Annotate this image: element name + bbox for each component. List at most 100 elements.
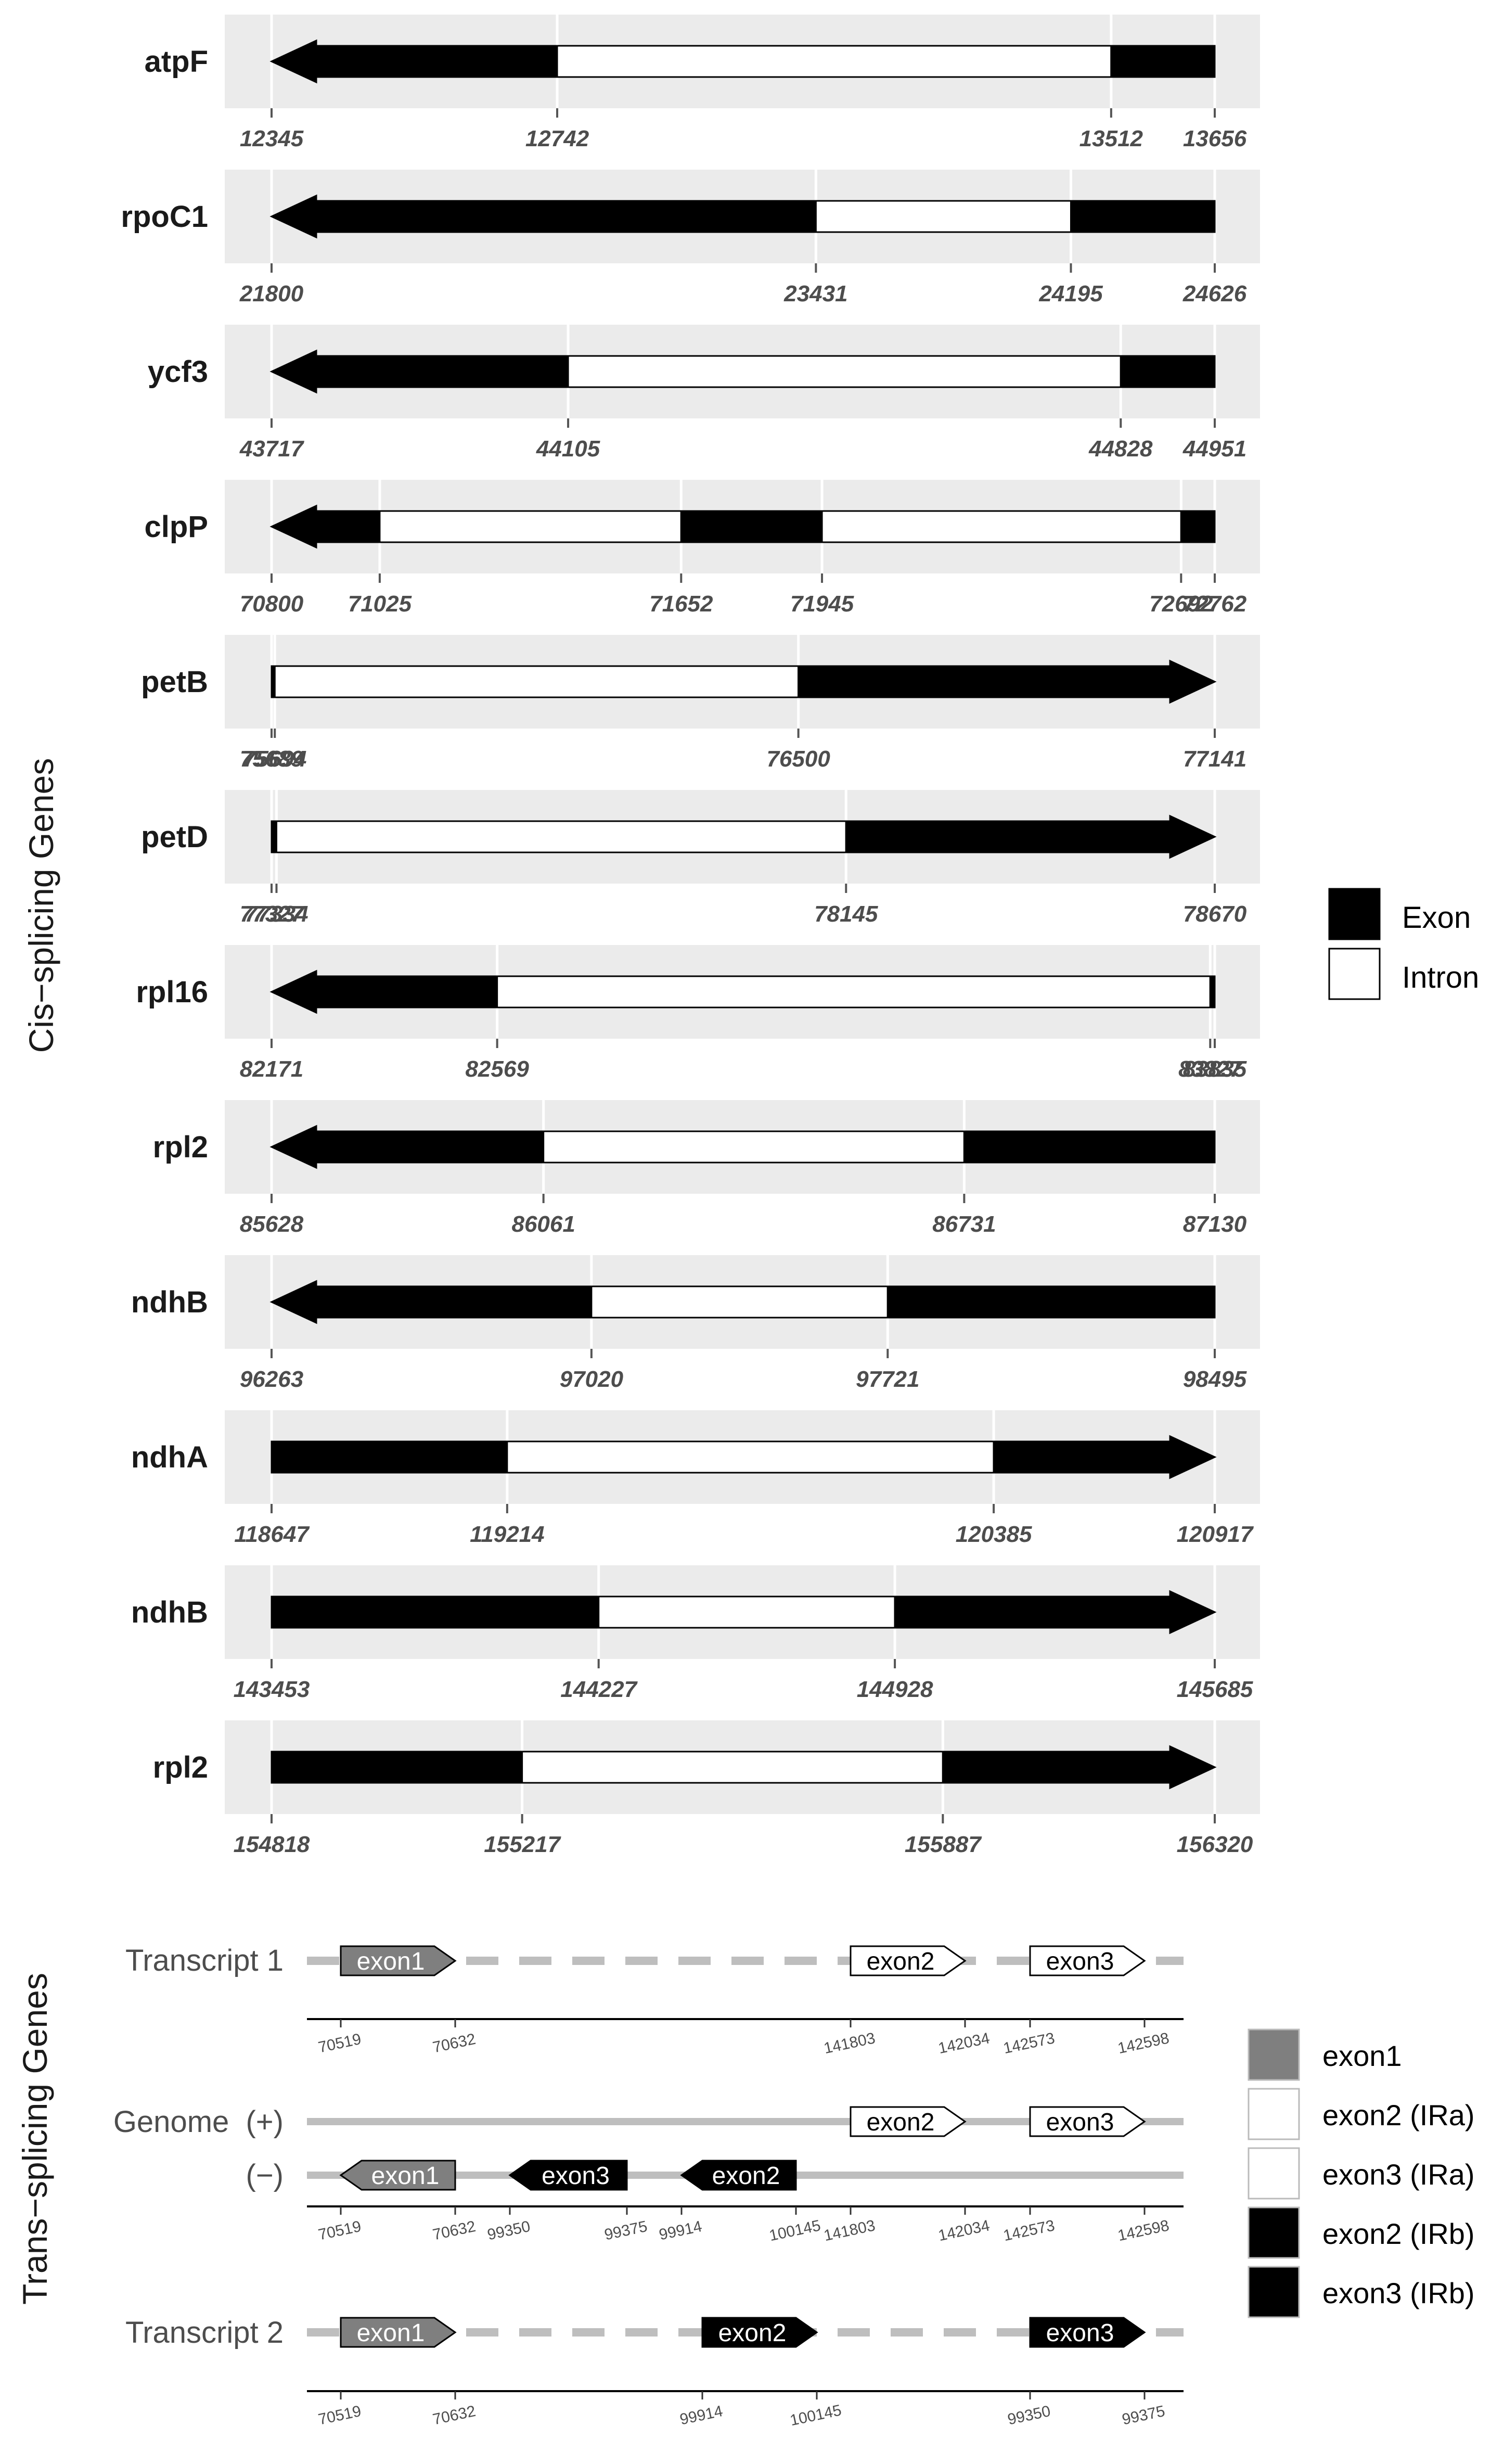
exon-segment xyxy=(315,200,817,233)
tick-label: 70800 xyxy=(240,591,304,617)
tick-label: 120385 xyxy=(956,1522,1032,1547)
tick-label: 87130 xyxy=(1183,1211,1247,1237)
exon-arrow xyxy=(850,1945,967,1976)
legend-exon-label: Exon xyxy=(1402,901,1471,935)
exon-label: exon3 xyxy=(1046,2109,1114,2136)
exon-arrow xyxy=(701,2317,818,2348)
tick-label: 24626 xyxy=(1182,281,1247,307)
cis-section-title: Cis−splicing Genes xyxy=(22,758,60,1053)
exon-segment xyxy=(942,1751,1172,1784)
exon-arrow xyxy=(340,2317,457,2348)
legend-label: exon3 (IRa) xyxy=(1322,2158,1475,2191)
intron-segment xyxy=(821,510,1182,543)
tick-label: 71025 xyxy=(348,591,412,617)
genome-plus-label: Genome (+) xyxy=(113,2105,284,2139)
tick-label: 97721 xyxy=(856,1367,919,1392)
tick-label: 143453 xyxy=(234,1677,310,1702)
exon-segment xyxy=(315,1285,593,1319)
transcript1-label: Transcript 1 xyxy=(125,1944,284,1977)
tick-label: 75689 xyxy=(240,746,304,772)
tick-label: 142034 xyxy=(937,2029,992,2057)
legend-swatch xyxy=(1248,2088,1300,2140)
tick-label: 76500 xyxy=(766,746,830,772)
tick-label: 142573 xyxy=(1002,2217,1057,2244)
tick-label: 144928 xyxy=(857,1677,933,1702)
tick-label: 99375 xyxy=(603,2218,649,2244)
exon-segment xyxy=(315,1130,545,1164)
exon-label: exon3 xyxy=(1046,1948,1114,1975)
gene-name: ndhB xyxy=(131,1285,208,1319)
tick-label: 118647 xyxy=(234,1522,310,1547)
exon-arrow xyxy=(850,2106,967,2137)
legend-swatch xyxy=(1248,2266,1300,2318)
tick-label: 77327 xyxy=(240,901,305,927)
exon-label: exon3 xyxy=(1046,2319,1114,2347)
gene-name: ycf3 xyxy=(148,355,208,389)
tick-label: 70632 xyxy=(431,2218,477,2244)
arrow-head xyxy=(1169,1745,1217,1790)
intron-segment xyxy=(556,45,1112,78)
exon-arrow xyxy=(680,2160,797,2191)
exon-segment xyxy=(315,510,381,543)
tick-label: 71652 xyxy=(649,591,713,617)
tick-label: 120917 xyxy=(1177,1522,1254,1547)
exon-segment xyxy=(1120,355,1216,388)
tick-label: 156320 xyxy=(1177,1832,1253,1857)
exon-segment xyxy=(993,1440,1172,1474)
tick-label: 70632 xyxy=(431,2403,477,2429)
exon-segment xyxy=(1180,510,1216,543)
arrow-head xyxy=(269,349,317,394)
exon-label: exon1 xyxy=(357,2319,425,2347)
exon-segment xyxy=(1110,45,1216,78)
arrow-head xyxy=(1169,814,1217,859)
gene-row-rpl2: rpl2 154818 155217 155887 156320 xyxy=(153,1720,1260,1857)
genome-exons: exon2 exon3 exon1 exon3 exon2 xyxy=(339,2106,1146,2191)
transcript1-exons: exon1 exon2 exon3 xyxy=(340,1945,1146,1976)
exon-segment xyxy=(963,1130,1216,1164)
intron-segment xyxy=(598,1595,896,1629)
tick-label: 23431 xyxy=(783,281,847,307)
tick-label: 99350 xyxy=(1006,2403,1052,2429)
gene-name: petB xyxy=(141,665,208,699)
tick-label: 12742 xyxy=(525,126,589,151)
arrow-head xyxy=(1169,659,1217,704)
tick-label: 82171 xyxy=(240,1056,303,1082)
exon-label: exon2 xyxy=(718,2319,787,2347)
arrow-head xyxy=(1169,1435,1217,1479)
tick-label: 83827 xyxy=(1178,1056,1243,1082)
arrow-head xyxy=(1169,1590,1217,1635)
tick-label: 70632 xyxy=(431,2031,477,2057)
legend-label: exon2 (IRb) xyxy=(1322,2217,1475,2250)
gene-name: rpl2 xyxy=(153,1751,208,1784)
exon-arrow xyxy=(340,1945,457,1976)
tick-label: 100145 xyxy=(789,2402,843,2429)
tick-label: 155887 xyxy=(905,1832,982,1857)
exon-arrow xyxy=(508,2160,628,2191)
intron-segment xyxy=(590,1285,889,1319)
legend-intron-swatch xyxy=(1328,948,1381,1000)
tick-label: 72692 xyxy=(1149,591,1213,617)
gene-row-ycf3: ycf3 43717 44105 44828 44951 xyxy=(148,325,1260,462)
exon-segment xyxy=(845,820,1172,853)
exon-label: exon3 xyxy=(542,2162,610,2190)
intron-segment xyxy=(274,665,800,698)
exon-segment xyxy=(680,510,823,543)
tick-label: 99914 xyxy=(658,2218,703,2244)
exon-label: exon1 xyxy=(357,1948,425,1975)
gene-row-ndhA: ndhA 118647 119214 120385 120917 xyxy=(131,1410,1260,1547)
exon-segment xyxy=(271,1440,508,1474)
tick-label: 77334 xyxy=(245,901,308,927)
gene-name: rpoC1 xyxy=(121,200,208,234)
tick-label: 12345 xyxy=(240,126,304,151)
cis-legend: Exon Intron xyxy=(1328,888,1479,1000)
intron-segment xyxy=(543,1130,965,1164)
tick-label: 86731 xyxy=(932,1211,996,1237)
tick-label: 86061 xyxy=(511,1211,575,1237)
tick-label: 77141 xyxy=(1183,746,1246,772)
tick-label: 24195 xyxy=(1038,281,1103,307)
tick-label: 154818 xyxy=(234,1832,310,1857)
intron-segment xyxy=(496,975,1211,1008)
